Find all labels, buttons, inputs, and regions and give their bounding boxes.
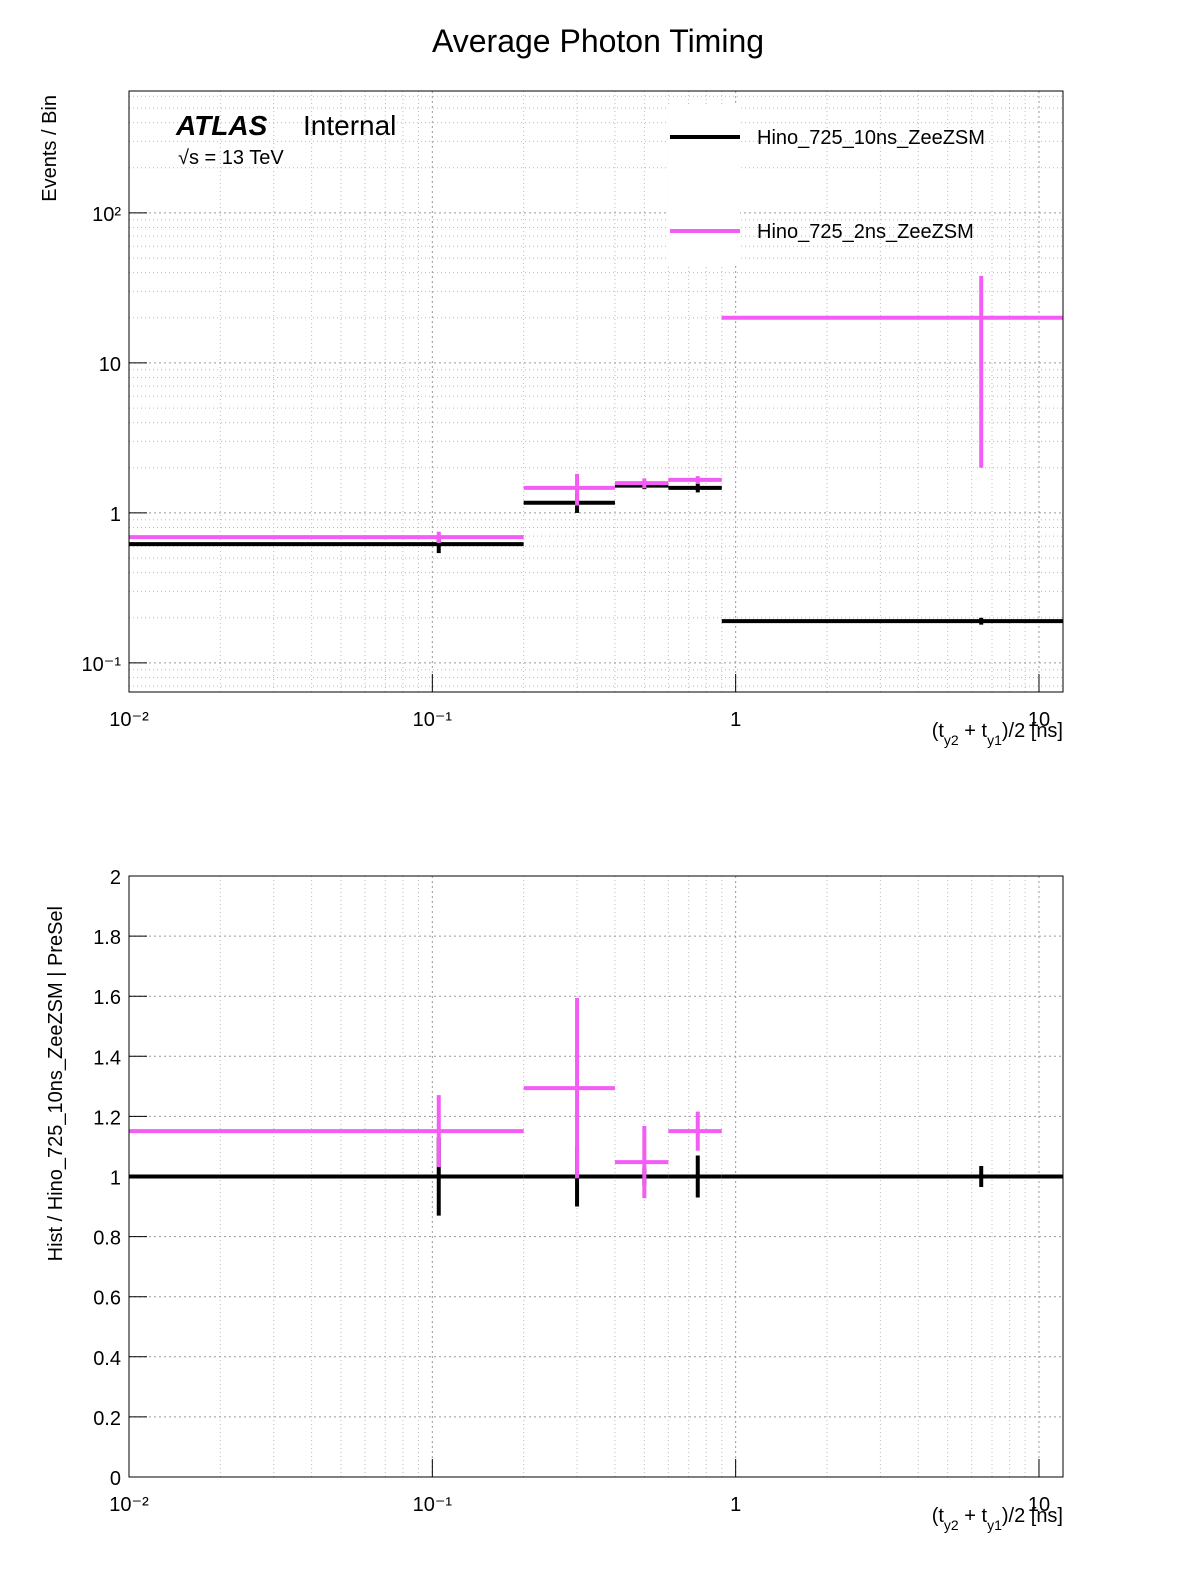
y-tick-label: 0 [110, 1468, 121, 1490]
y-tick-label: 10⁻¹ [82, 654, 122, 676]
legend-box [668, 104, 740, 264]
plot-frame [128, 875, 1064, 1478]
x-axis-label-part: y1 [987, 732, 1002, 748]
plot-area [129, 876, 1063, 1477]
y-tick-label: 0.8 [93, 1228, 121, 1250]
y-tick-label: 0.6 [93, 1288, 121, 1310]
y-tick-label: 1.2 [93, 1107, 121, 1129]
x-axis-label-part: )/2 [ns] [1002, 720, 1063, 742]
x-axis-label-part: y2 [944, 732, 959, 748]
x-axis-label: (ty2 + ty1)/2 [ns] [932, 720, 1063, 748]
x-axis-label-part: + t [959, 720, 988, 742]
x-tick-label: 10 [1028, 709, 1050, 731]
x-tick-label: 1 [730, 709, 741, 731]
y-tick-label: 10 [99, 354, 121, 376]
x-tick-label: 10⁻² [109, 1494, 149, 1516]
energy-label: √s = 13 TeV [178, 147, 284, 169]
internal-label: Internal [303, 110, 396, 141]
y-tick-label: 1.4 [93, 1047, 121, 1069]
y-axis-label: Events / Bin [39, 95, 61, 202]
x-tick-label: 10⁻¹ [413, 709, 453, 731]
y-tick-label: 1.8 [93, 927, 121, 949]
y-tick-label: 0.4 [93, 1348, 121, 1370]
y-tick-label: 0.2 [93, 1408, 121, 1430]
x-tick-label: 10 [1028, 1494, 1050, 1516]
x-axis-label-part: (t [932, 720, 945, 742]
x-axis-label-part: + t [959, 1505, 988, 1527]
x-axis-label-part: y2 [944, 1517, 959, 1533]
x-axis-label-part: (t [932, 1505, 945, 1527]
plot-area [129, 91, 1063, 692]
y-tick-label: 1 [110, 1168, 121, 1190]
chart-title: Average Photon Timing [432, 23, 764, 59]
x-axis-label-part: )/2 [ns] [1002, 1505, 1063, 1527]
legend-label: Hino_725_2ns_ZeeZSM [757, 221, 974, 243]
y-tick-label: 2 [110, 867, 121, 889]
y-tick-label: 1 [110, 504, 121, 526]
y-axis-label: Hist / Hino_725_10ns_ZeeZSM | PreSel [45, 906, 67, 1261]
atlas-label: ATLAS [175, 110, 268, 141]
y-tick-label: 1.6 [93, 987, 121, 1009]
x-axis-label-part: y1 [987, 1517, 1002, 1533]
y-tick-label: 10² [92, 204, 121, 226]
x-axis-label: (ty2 + ty1)/2 [ns] [932, 1505, 1063, 1533]
legend-label: Hino_725_10ns_ZeeZSM [757, 127, 985, 149]
x-tick-label: 10⁻¹ [413, 1494, 453, 1516]
x-tick-label: 1 [730, 1494, 741, 1516]
plot-frame [128, 90, 1064, 693]
x-tick-label: 10⁻² [109, 709, 149, 731]
